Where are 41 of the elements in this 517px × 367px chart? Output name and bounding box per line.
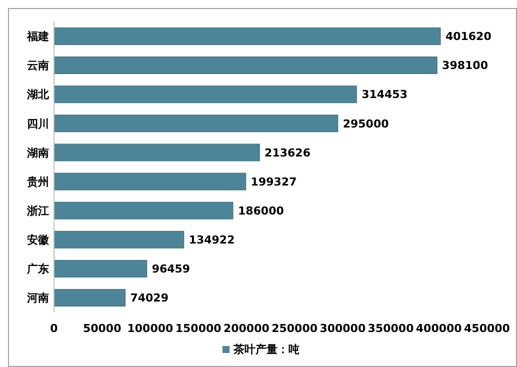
x-tick-label: 400000 bbox=[416, 322, 462, 335]
bar bbox=[54, 28, 441, 45]
data-label: 74029 bbox=[130, 292, 169, 305]
bar bbox=[54, 86, 357, 104]
y-tick-label: 福建 bbox=[26, 30, 49, 44]
data-label: 199327 bbox=[250, 175, 297, 188]
data-label: 96459 bbox=[152, 262, 190, 276]
y-tick-label: 湖北 bbox=[26, 88, 50, 102]
legend-label: 茶叶产量：吨 bbox=[232, 343, 300, 356]
x-tick-label: 200000 bbox=[223, 322, 270, 335]
data-label: 186000 bbox=[238, 204, 284, 218]
bar bbox=[54, 260, 148, 278]
y-tick-label: 安徽 bbox=[27, 233, 50, 246]
bar bbox=[54, 202, 234, 220]
bar bbox=[54, 230, 184, 248]
x-tick-label: 50000 bbox=[82, 322, 122, 335]
x-tick-label: 450000 bbox=[464, 322, 510, 335]
bar bbox=[54, 144, 260, 162]
data-label: 134922 bbox=[188, 233, 235, 246]
x-tick-label: 250000 bbox=[272, 322, 318, 335]
y-tick-label: 云南 bbox=[27, 59, 49, 72]
x-tick-label: 350000 bbox=[368, 322, 414, 335]
y-tick-label: 四川 bbox=[27, 117, 49, 130]
x-tick-label: 150000 bbox=[175, 322, 222, 335]
x-tick-label: 0 bbox=[50, 322, 58, 335]
data-label: 295000 bbox=[342, 117, 390, 130]
data-label: 314453 bbox=[362, 88, 408, 102]
y-tick-label: 河南 bbox=[26, 292, 49, 305]
bar bbox=[54, 289, 126, 306]
data-label: 401620 bbox=[445, 30, 492, 44]
y-tick-label: 湖南 bbox=[26, 146, 49, 160]
data-label: 213626 bbox=[264, 146, 311, 160]
y-tick-label: 广东 bbox=[26, 262, 49, 276]
y-tick-label: 贵州 bbox=[26, 175, 49, 188]
bar bbox=[54, 56, 438, 74]
x-tick-label: 300000 bbox=[320, 322, 366, 335]
bar bbox=[54, 172, 246, 190]
data-label: 398100 bbox=[442, 59, 488, 72]
x-tick-label: 100000 bbox=[127, 322, 174, 335]
y-tick-label: 浙江 bbox=[26, 204, 49, 218]
bar bbox=[54, 114, 338, 132]
